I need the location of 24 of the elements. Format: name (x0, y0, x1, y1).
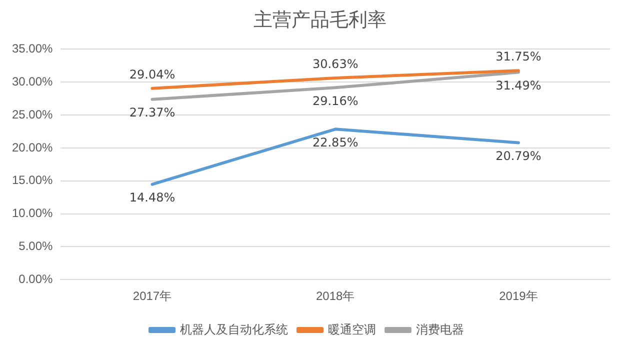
chart-title: 主营产品毛利率 (252, 8, 388, 33)
data-label: 31.75% (496, 50, 542, 64)
data-label: 14.48% (129, 190, 176, 204)
y-tick-label: 15.00% (12, 173, 54, 188)
data-label: 31.49% (496, 78, 542, 92)
data-label: 29.04% (129, 68, 176, 82)
data-label: 27.37% (129, 106, 176, 120)
y-tick-label: 30.00% (12, 74, 54, 88)
data-label: 22.85% (312, 135, 358, 150)
y-tick-label: 5.00% (18, 239, 54, 253)
y-tick-label: 10.00% (12, 206, 54, 220)
legend-label: 暖通空调 (328, 322, 376, 336)
data-label: 29.16% (312, 94, 358, 108)
data-label: 20.79% (496, 148, 542, 163)
y-tick-label: 25.00% (12, 107, 54, 122)
y-tick-label: 20.00% (12, 140, 54, 154)
x-tick-label: 2018年 (316, 289, 355, 304)
x-tick-label: 2017年 (132, 289, 172, 304)
legend-label: 机器人及自动化系统 (180, 322, 288, 336)
data-label: 30.63% (312, 57, 358, 72)
y-tick-label: 0.00% (18, 272, 54, 286)
x-tick-label: 2019年 (499, 289, 538, 304)
y-tick-label: 35.00% (12, 42, 54, 56)
legend-label: 消费电器 (416, 322, 464, 336)
